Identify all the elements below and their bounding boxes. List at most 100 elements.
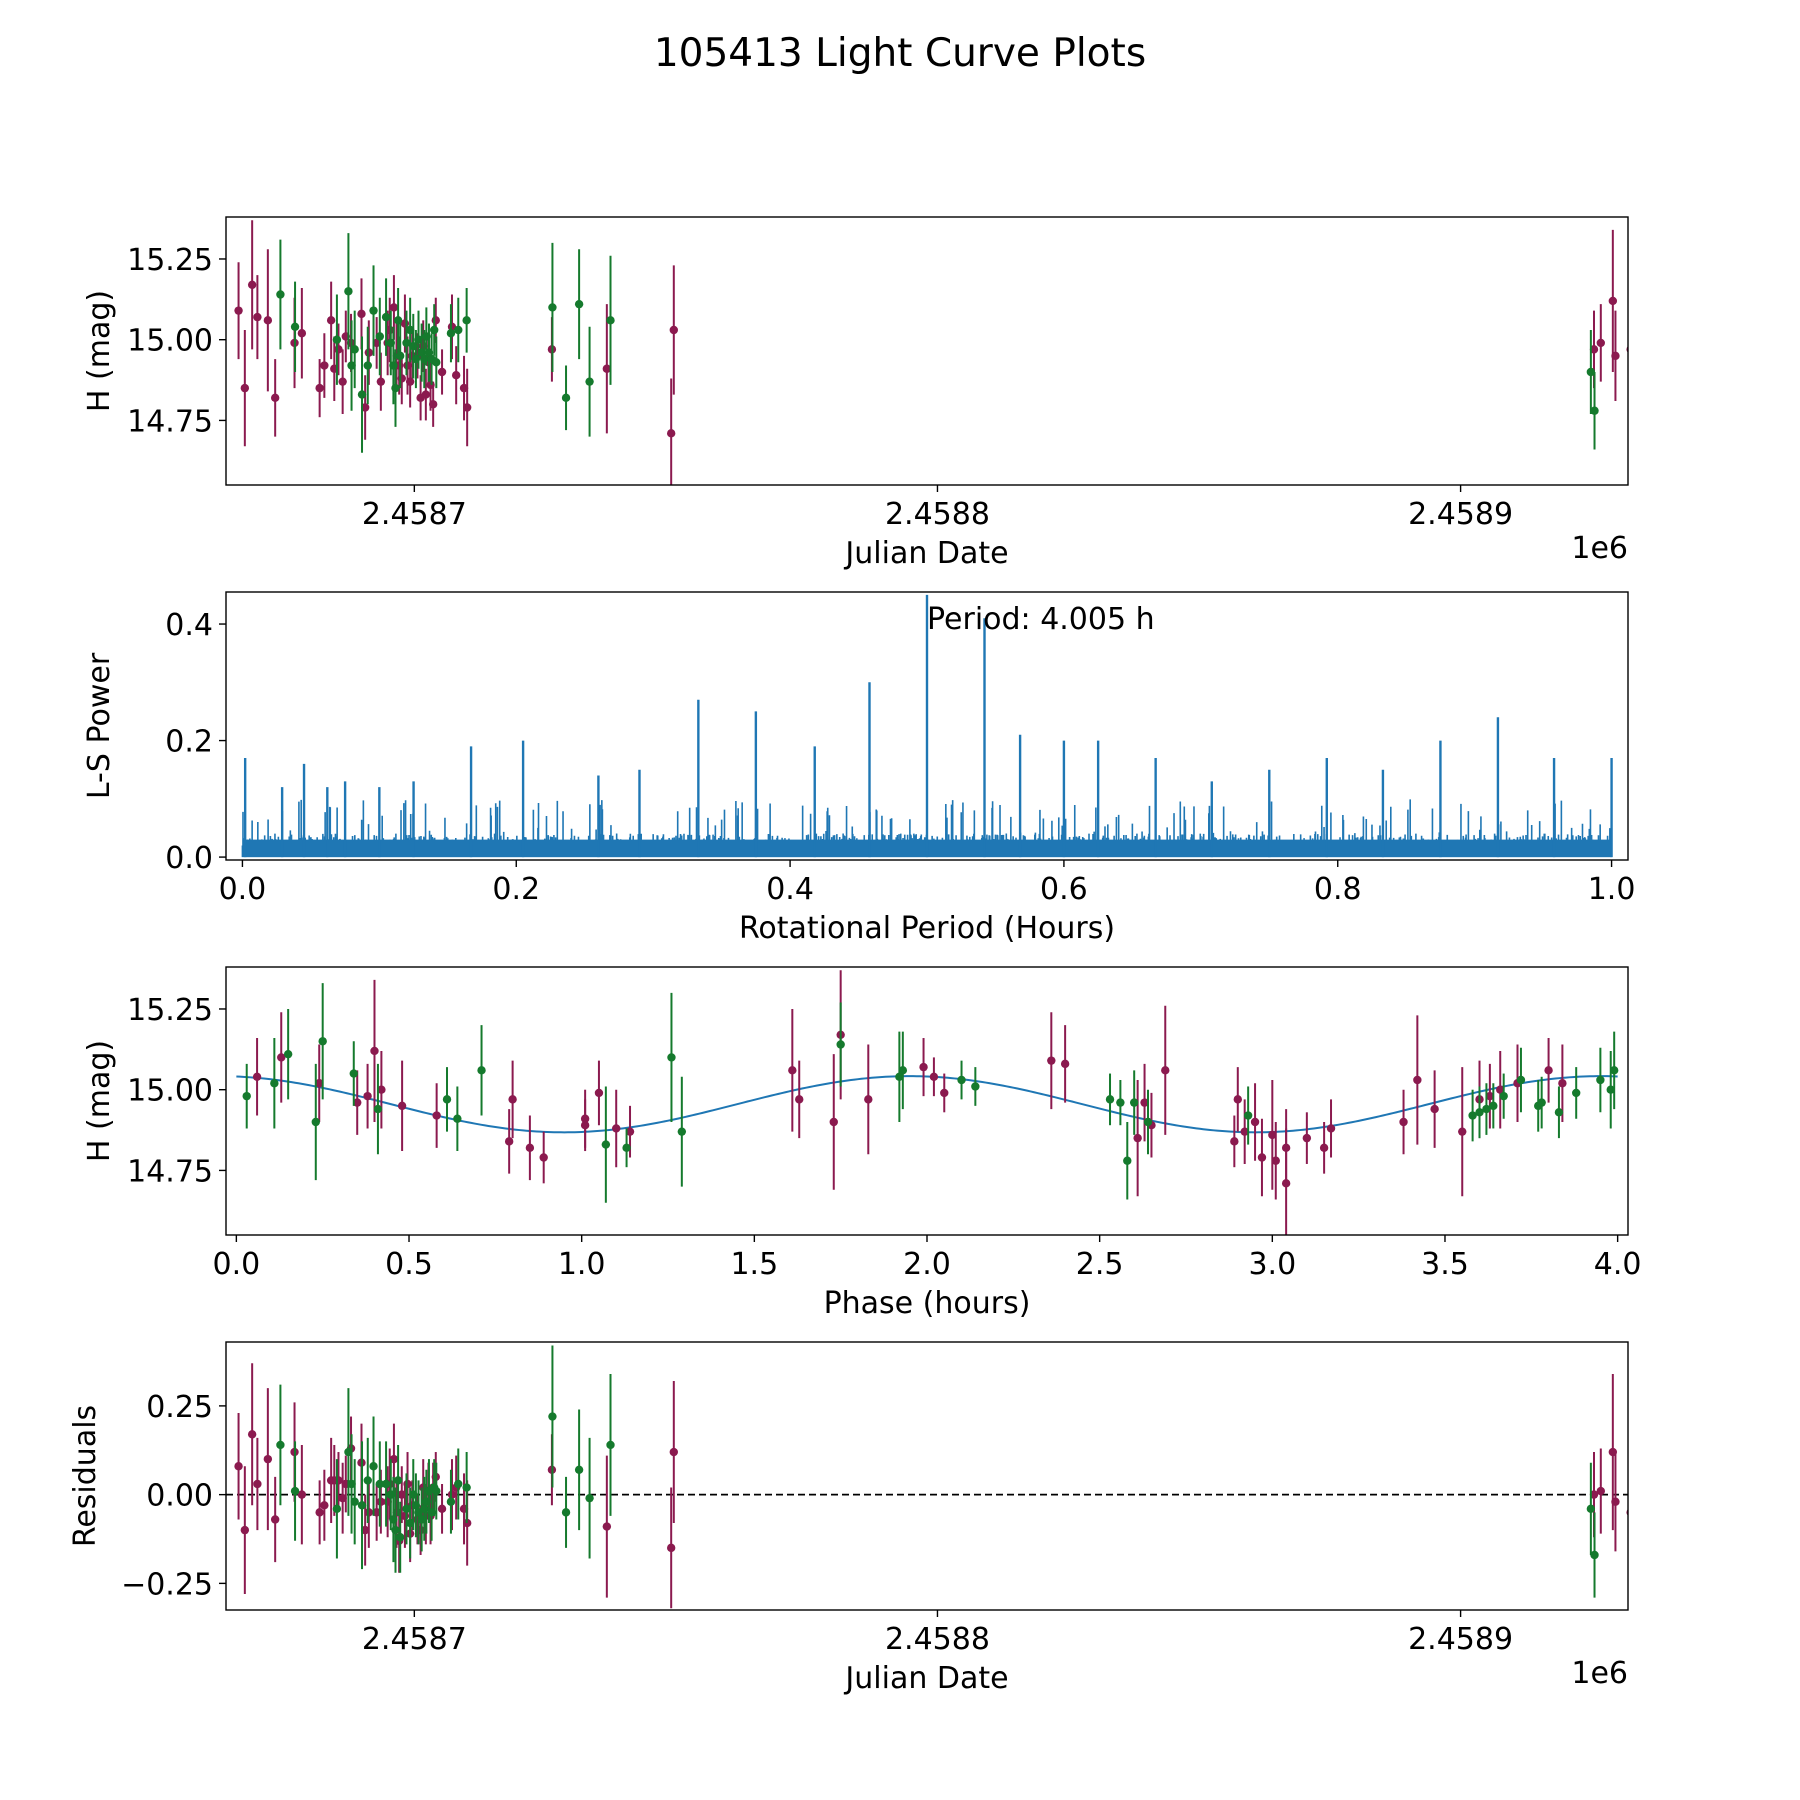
x-offset-label: 1e6 <box>1571 531 1628 566</box>
red-band-data-point <box>397 1101 407 1111</box>
red-band-data-point <box>334 345 343 354</box>
green-band-data-point <box>332 1504 342 1514</box>
red-band-data-point <box>364 348 374 357</box>
red-band-data-point <box>389 303 399 312</box>
red-band-data-point <box>234 1462 243 1471</box>
y-tick-label: 15.25 <box>127 993 213 1028</box>
red-band-data-point <box>403 1479 412 1489</box>
green-band-data-point <box>574 1465 584 1474</box>
period-annotation: Period: 4.005 h <box>927 602 1155 637</box>
red-band-data-point <box>1608 296 1618 306</box>
red-band-data-point <box>1413 1075 1422 1085</box>
green-band-data-point <box>1482 1104 1491 1114</box>
green-band-data-point <box>405 1518 415 1528</box>
x-tick-label: 2.4589 <box>1408 497 1513 532</box>
y-tick-label: 0.25 <box>146 1390 213 1425</box>
green-band-data-point <box>1468 1111 1477 1120</box>
light-curve-panel: 2.45872.45882.45892.45902.45912.459214.7… <box>82 216 1629 571</box>
green-band-data-point <box>344 1447 353 1457</box>
green-band-data-point <box>391 1525 400 1535</box>
green-band-data-point <box>373 1104 383 1114</box>
red-band-data-point <box>338 1493 347 1503</box>
green-band-data-point <box>1554 1108 1564 1117</box>
figure-title: 105413 Light Curve Plots <box>654 31 1146 76</box>
red-band-data-point <box>1544 1066 1553 1075</box>
green-band-data-point <box>318 1037 327 1046</box>
x-tick-label: 0.6 <box>1040 872 1088 907</box>
green-band-data-point <box>454 325 463 335</box>
phased-plot-area <box>236 970 1619 1235</box>
red-band-data-point <box>320 361 329 370</box>
red-band-data-point <box>1611 1497 1620 1506</box>
red-band-data-point <box>1496 1085 1505 1094</box>
green-band-data-point <box>350 345 359 354</box>
red-band-data-point <box>437 1504 447 1514</box>
green-band-data-point <box>1116 1098 1125 1107</box>
green-band-data-point <box>585 377 594 386</box>
green-band-data-point <box>548 1412 557 1421</box>
red-band-data-point <box>372 338 381 348</box>
x-axis-label: Julian Date <box>843 1661 1008 1696</box>
red-band-data-point <box>602 364 612 373</box>
green-band-data-point <box>402 1504 411 1514</box>
red-band-data-point <box>247 1430 257 1439</box>
x-tick-label: 2.4587 <box>362 497 467 532</box>
red-band-data-point <box>253 1479 262 1489</box>
x-tick-label: 3.0 <box>1248 1247 1296 1282</box>
green-band-data-point <box>1123 1156 1132 1165</box>
red-band-data-point <box>353 1098 362 1107</box>
y-tick-label: 0.4 <box>165 608 213 643</box>
green-band-data-point <box>1606 1085 1615 1094</box>
green-band-data-point <box>357 1501 367 1510</box>
red-band-data-point <box>372 1508 381 1517</box>
red-band-data-point <box>315 1079 324 1088</box>
green-band-data-point <box>1572 1088 1581 1098</box>
green-band-data-point <box>453 1114 462 1123</box>
red-band-data-point <box>234 306 243 315</box>
model-fit-curve <box>236 1075 1618 1134</box>
y-axis-label: Residuals <box>68 1405 103 1547</box>
red-band-data-point <box>376 1497 386 1506</box>
red-band-data-point <box>357 309 366 319</box>
red-band-data-point <box>508 1095 517 1104</box>
green-band-data-point <box>357 390 367 399</box>
periodogram-axes-frame <box>225 591 1629 861</box>
green-band-data-point <box>349 1069 358 1078</box>
red-band-data-point <box>405 377 415 386</box>
red-band-data-point <box>602 1522 612 1531</box>
y-tick-label: 0.00 <box>146 1479 213 1514</box>
red-band-data-point <box>669 1447 679 1457</box>
red-band-data-point <box>1047 1056 1056 1065</box>
y-tick-label: 15.00 <box>127 324 213 359</box>
red-band-data-point <box>669 325 679 335</box>
x-tick-label: 1.0 <box>558 1247 606 1282</box>
green-band-data-point <box>622 1143 631 1153</box>
green-band-data-point <box>1489 1101 1498 1111</box>
y-axis-label: H (mag) <box>82 290 117 412</box>
green-band-data-point <box>290 322 300 331</box>
red-band-data-point <box>504 1137 514 1146</box>
red-band-data-point <box>1060 1059 1070 1069</box>
red-band-data-point <box>247 280 257 290</box>
red-band-data-point <box>1240 1127 1249 1136</box>
y-tick-label: 14.75 <box>127 1154 213 1189</box>
red-band-data-point <box>1161 1066 1170 1075</box>
red-band-data-point <box>462 1518 472 1528</box>
red-band-data-point <box>1399 1117 1408 1127</box>
green-band-data-point <box>391 383 400 393</box>
green-band-data-point <box>1243 1111 1253 1120</box>
phased-curve-panel: 0.0 0.5 1.0 1.5 2.0 2.5 3.0 3.5 4.0 14.75 15.00 15.… <box>82 966 1641 1321</box>
red-band-data-point <box>451 371 461 380</box>
green-band-data-point <box>381 1479 391 1489</box>
green-band-data-point <box>405 325 415 335</box>
red-band-data-point <box>462 403 472 412</box>
green-band-data-point <box>270 1079 279 1088</box>
red-band-data-point <box>1140 1098 1149 1107</box>
green-band-data-point <box>462 316 471 325</box>
x-tick-label: 0.0 <box>213 1247 261 1282</box>
green-band-data-point <box>574 299 584 309</box>
red-band-data-point <box>338 377 347 386</box>
y-tick-label: 15.25 <box>127 243 213 278</box>
x-tick-label: 2.4587 <box>362 1622 467 1657</box>
